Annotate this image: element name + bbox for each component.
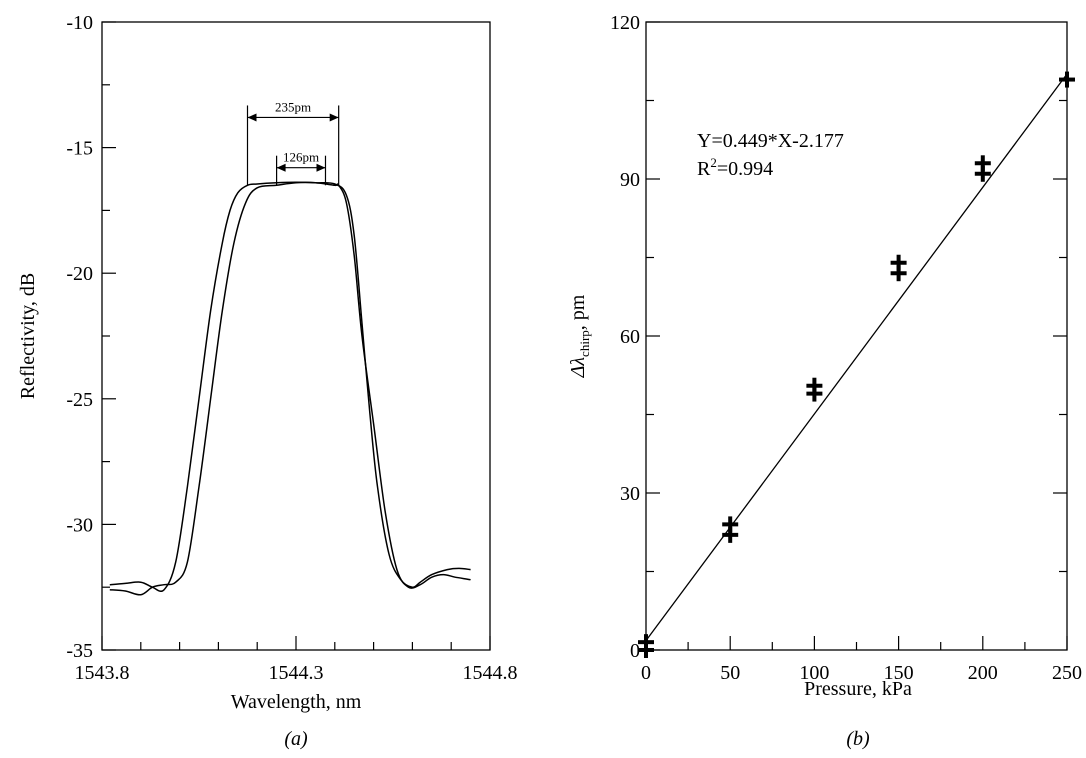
data-point: [722, 516, 739, 533]
panel-a-curves: [109, 181, 471, 596]
r2-value: =0.994: [717, 158, 773, 180]
y-tick-label: 0: [630, 640, 640, 662]
annotation-label: 235pm: [275, 99, 311, 114]
panel-a-y-axis-title: Reflectivity, dB: [17, 273, 39, 399]
x-tick-label: 1544.8: [463, 662, 518, 684]
panel-b-y-ticks: 0 30 60 90 120: [610, 12, 1067, 662]
panel-a-x-axis-title: Wavelength, nm: [231, 691, 362, 713]
y-tick-label: -30: [66, 514, 93, 536]
r2-superscript: 2: [710, 155, 717, 170]
panel-a-annotations: 235pm 126pm: [246, 99, 340, 186]
x-tick-label: 50: [720, 662, 740, 684]
arrowhead-left: [276, 163, 286, 172]
arrowhead-right: [316, 163, 326, 172]
data-point: [1059, 71, 1075, 88]
ylabel-delta-lambda: Δλ: [567, 357, 589, 379]
x-tick-label: 250: [1052, 662, 1082, 684]
data-point: [974, 155, 991, 172]
r2-prefix: R: [697, 158, 711, 180]
reflectivity-curve-2: [109, 181, 471, 596]
panel-b-x-axis-title: Pressure, kPa: [804, 678, 912, 700]
width-annotation-235pm: 235pm: [246, 99, 340, 186]
x-tick-label: 1543.8: [75, 662, 130, 684]
y-tick-label: 30: [620, 483, 640, 505]
y-tick-label: 90: [620, 169, 640, 191]
panel-b-y-axis-title: Δλchirp, pm: [567, 294, 592, 378]
y-tick-label: 120: [610, 12, 640, 34]
x-tick-label: 100: [799, 662, 829, 684]
x-tick-label: 0: [641, 662, 651, 684]
panel-b-fit-equation: Y=0.449*X-2.177: [697, 130, 844, 152]
panel-b-fit-line: [645, 73, 1068, 641]
panel-a-reflectivity-chart: 1543.8 1544.3 1544.8 -35 -30 -25 -20 -15 -10 23…: [17, 12, 518, 750]
reflectivity-curve-1: [109, 181, 471, 593]
arrowhead-right: [329, 113, 339, 122]
arrowhead-left: [247, 113, 257, 122]
ylabel-unit: , pm: [567, 294, 589, 330]
panel-b-x-ticks: 0 50 100 150 200 250: [641, 636, 1082, 684]
panel-a-label: (a): [284, 728, 308, 750]
width-annotation-126pm: 126pm: [276, 150, 327, 186]
x-tick-label: 1544.3: [269, 662, 324, 684]
panel-a-x-ticks: 1543.8 1544.3 1544.8: [75, 636, 518, 684]
panel-a-frame: [101, 21, 491, 651]
y-tick-label: -15: [66, 138, 93, 160]
annotation-label: 126pm: [283, 150, 319, 165]
panel-b-r-squared: R2=0.994: [697, 155, 773, 180]
y-tick-label: -20: [66, 263, 93, 285]
panel-a-y-ticks: -35 -30 -25 -20 -15 -10: [66, 12, 116, 662]
x-tick-label: 200: [968, 662, 998, 684]
data-point: [806, 377, 823, 394]
x-tick-label: 150: [884, 662, 914, 684]
panel-b-label: (b): [846, 728, 870, 750]
ylabel-subscript: chirp: [577, 330, 592, 357]
data-point: [890, 254, 907, 271]
y-tick-label: -10: [66, 12, 93, 34]
y-tick-label: -25: [66, 389, 93, 411]
y-tick-label: -35: [66, 640, 93, 662]
data-point: [638, 634, 654, 651]
panel-b-points: [638, 71, 1075, 658]
panel-b-chirp-chart: 0 50 100 150 200 250 0 30 60 90 120 Y=0.449*X-2.1…: [567, 12, 1082, 750]
y-tick-label: 60: [620, 326, 640, 348]
